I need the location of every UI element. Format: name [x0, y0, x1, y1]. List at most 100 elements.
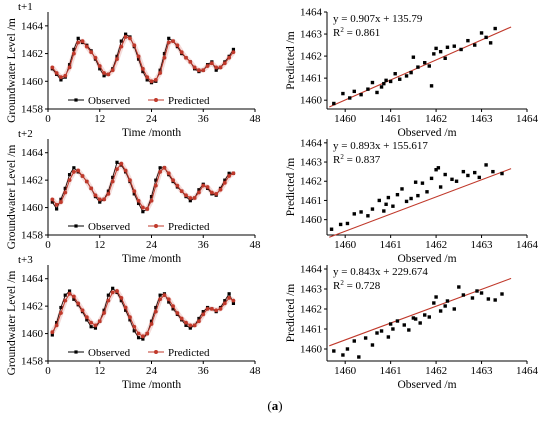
- scatter-point: [443, 304, 447, 308]
- scatter-point: [384, 78, 388, 83]
- predicted-point: [50, 197, 55, 202]
- observed-point: [76, 36, 80, 40]
- scatter-point: [382, 81, 386, 86]
- series-predicted: [50, 34, 236, 84]
- scatter-point: [466, 38, 470, 43]
- observed-point: [158, 293, 162, 297]
- r-squared-label: R2 = 0.837: [333, 153, 381, 166]
- observed-point: [115, 54, 119, 58]
- predicted-point: [179, 316, 184, 321]
- predicted-point: [76, 168, 81, 173]
- panel-label: t+3: [18, 254, 33, 266]
- y-tick-label: 1461: [300, 195, 322, 207]
- observed-point: [102, 308, 106, 312]
- predicted-point: [97, 197, 102, 202]
- observed-point: [158, 68, 162, 72]
- observed-point: [149, 195, 154, 199]
- predicted-point: [227, 296, 232, 300]
- legend-marker-predicted: [154, 224, 158, 228]
- predicted-point: [149, 79, 154, 84]
- x-tick-label: 0: [45, 239, 51, 251]
- observed-point: [214, 68, 218, 72]
- x-tick-label: 48: [250, 239, 262, 251]
- predicted-point: [140, 66, 145, 71]
- predicted-point: [205, 185, 210, 189]
- y-tick-label: 1460: [21, 328, 44, 340]
- scatter-point: [432, 52, 436, 56]
- predicted-point: [153, 309, 158, 314]
- x-tick-label: 1464: [516, 113, 539, 125]
- observed-point: [50, 200, 54, 204]
- x-tick-label: 12: [94, 365, 105, 377]
- predicted-point: [67, 291, 72, 296]
- scatter-point: [461, 293, 466, 297]
- scatter-panel-3: 1460 1461 1462 1463 1464 1460 1461 1462 1463 1464…: [285, 264, 539, 392]
- x-tick-label: 1461: [380, 113, 402, 125]
- scatter-point: [434, 168, 438, 172]
- observed-point: [89, 325, 93, 329]
- observed-point: [102, 74, 106, 78]
- scatter-point: [366, 214, 370, 218]
- predicted-point: [197, 190, 201, 195]
- scatter-point: [332, 349, 336, 353]
- legend-label-predicted: Predicted: [168, 95, 210, 107]
- scatter-point: [500, 171, 504, 176]
- scatter-point: [382, 209, 386, 213]
- y-tick-label: 1462: [300, 51, 322, 63]
- x-tick-label: 12: [94, 239, 105, 251]
- scatter-point: [416, 65, 420, 69]
- predicted-point: [119, 296, 124, 300]
- observed-point: [106, 293, 110, 297]
- predicted-band: [50, 288, 235, 339]
- predicted-point: [136, 198, 141, 203]
- x-tick-label: 1460: [334, 113, 357, 125]
- observed-point: [55, 321, 59, 325]
- legend-marker-observed: [74, 98, 78, 102]
- predicted-point: [93, 193, 98, 198]
- legend-marker-predicted: [154, 98, 158, 102]
- predicted-point: [197, 68, 201, 73]
- predicted-point: [214, 191, 219, 196]
- scatter-point: [345, 221, 350, 226]
- x-tick-label: 24: [146, 239, 158, 251]
- x-tick-label: 12: [94, 113, 105, 125]
- predicted-point: [50, 65, 55, 70]
- scatter-point: [341, 353, 345, 357]
- scatter-point: [459, 47, 463, 52]
- observed-point: [162, 51, 167, 56]
- x-tick-label: 36: [198, 239, 210, 251]
- scatter-points: [332, 26, 497, 106]
- predicted-point: [102, 71, 106, 75]
- observed-point: [141, 210, 145, 214]
- predicted-point: [110, 179, 115, 184]
- predicted-point: [149, 322, 154, 326]
- timeseries-panel-2: 0 12 24 36 48 1458 1460 1462 1464 t+2 Time /month G…: [6, 128, 261, 265]
- scatter-point: [411, 316, 416, 320]
- observed-point: [132, 192, 136, 196]
- predicted-point: [102, 311, 106, 315]
- predicted-point: [162, 293, 167, 298]
- scatter-point: [475, 289, 479, 293]
- predicted-point: [197, 319, 201, 324]
- observed-point: [145, 78, 149, 82]
- scatter-point: [377, 198, 381, 203]
- predicted-point: [149, 198, 154, 203]
- predicted-point: [102, 197, 106, 202]
- y-tick-label: 1460: [300, 95, 323, 107]
- predicted-point: [231, 171, 236, 176]
- predicted-point: [158, 71, 163, 75]
- regression-equation: y = 0.843x + 229.674: [333, 266, 428, 278]
- observed-point: [167, 300, 171, 304]
- predicted-point: [59, 311, 63, 315]
- predicted-point: [128, 315, 132, 320]
- scatter-point: [423, 313, 427, 317]
- y-tick-label: 1462: [21, 48, 43, 60]
- observed-point: [72, 166, 76, 170]
- scatter-point: [379, 85, 384, 89]
- scatter-point: [418, 321, 422, 325]
- scatter-point: [370, 80, 375, 85]
- predicted-point: [175, 183, 180, 188]
- scatter-point: [398, 77, 402, 81]
- predicted-point: [192, 65, 197, 70]
- scatter-point: [429, 176, 434, 181]
